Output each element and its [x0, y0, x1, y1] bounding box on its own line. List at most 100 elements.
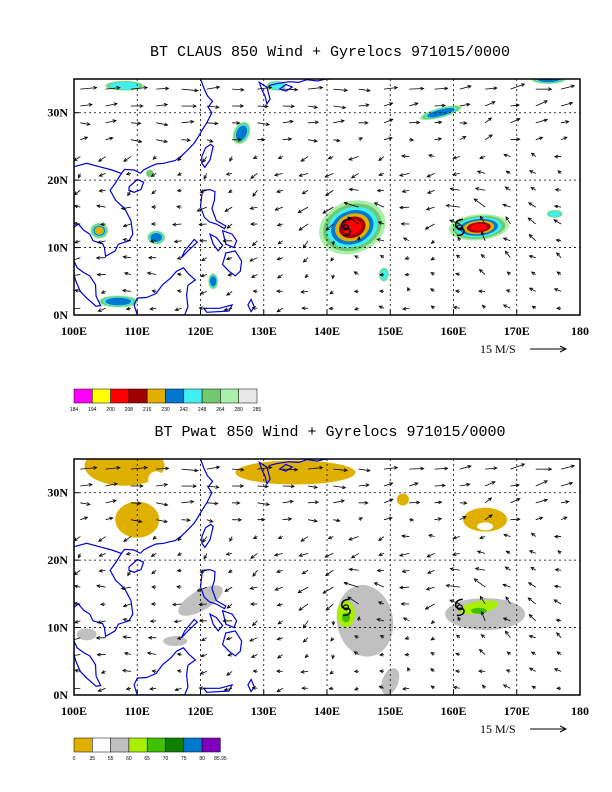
- wind-arrowhead: [201, 637, 206, 642]
- wind-arrowhead: [479, 595, 484, 600]
- wind-arrowhead: [298, 606, 303, 611]
- x-tick-label: 160E: [440, 704, 466, 718]
- coastline: [139, 166, 151, 174]
- wind-arrowhead: [199, 238, 204, 243]
- colorbar-label: 248: [198, 407, 207, 413]
- wind-arrowhead: [563, 516, 568, 521]
- wind-arrowhead: [176, 188, 182, 193]
- wind-arrowhead: [376, 618, 381, 622]
- wind-arrowhead: [226, 671, 231, 676]
- wind-vector: [434, 501, 442, 504]
- gyre-layer: [341, 598, 465, 617]
- wind-arrowhead: [113, 482, 118, 487]
- wind-vector: [74, 274, 81, 276]
- wind-arrowhead: [480, 230, 485, 236]
- wind-vector: [325, 603, 334, 611]
- wind-vector: [277, 637, 283, 640]
- wind-arrowhead: [531, 305, 536, 310]
- gyre-symbol: [454, 218, 465, 237]
- wind-arrowhead: [553, 584, 559, 589]
- wind-arrowhead: [331, 621, 336, 626]
- wind-arrowhead: [98, 538, 103, 542]
- wind-arrowhead: [251, 306, 256, 310]
- wind-vector: [535, 480, 548, 487]
- wind-arrowhead: [186, 518, 191, 522]
- wind-arrowhead: [409, 517, 415, 522]
- wind-vector: [130, 467, 148, 470]
- wind-vector: [344, 582, 359, 588]
- wind-arrowhead: [407, 286, 411, 292]
- wind-arrowhead: [176, 256, 182, 260]
- wind-arrowhead: [467, 465, 472, 469]
- wind-vector: [479, 649, 486, 655]
- wind-arrowhead: [530, 271, 536, 276]
- wind-arrowhead: [347, 216, 352, 221]
- wind-vector: [174, 620, 182, 623]
- wind-arrowhead: [467, 85, 472, 89]
- wind-arrowhead: [376, 238, 381, 242]
- wind-arrowhead: [401, 569, 406, 573]
- wind-arrowhead: [528, 667, 534, 672]
- wind-vector: [378, 221, 385, 225]
- wind-arrowhead: [478, 669, 483, 674]
- wind-vector: [484, 514, 493, 521]
- wind-vector: [121, 586, 131, 590]
- wind-arrowhead: [240, 467, 245, 472]
- wind-vector: [484, 134, 493, 141]
- wind-vector: [277, 257, 283, 260]
- wind-arrowhead: [528, 233, 533, 238]
- wind-vector: [399, 206, 410, 209]
- colorbar-swatch: [183, 388, 203, 404]
- wind-arrowhead: [252, 289, 257, 294]
- wind-arrowhead: [325, 226, 330, 231]
- wind-vector: [560, 121, 569, 124]
- wind-vector: [322, 206, 334, 214]
- x-tick-label: 150E: [377, 324, 403, 338]
- wind-arrowhead: [198, 222, 203, 227]
- wind-vector: [535, 100, 548, 107]
- wind-vector: [409, 468, 424, 470]
- wind-arrowhead: [474, 187, 480, 191]
- wind-arrowhead: [426, 553, 431, 558]
- wind-arrowhead: [86, 502, 91, 506]
- coastline: [247, 678, 255, 693]
- wind-arrowhead: [430, 620, 435, 624]
- pwat-region: [148, 471, 165, 488]
- wind-arrowhead: [249, 586, 254, 590]
- wind-arrowhead: [539, 516, 544, 521]
- wind-vector: [175, 687, 182, 691]
- wind-vector: [450, 568, 460, 571]
- wind-vector: [434, 467, 448, 470]
- wind-arrowhead: [481, 304, 486, 309]
- wind-vector: [358, 484, 369, 487]
- wind-arrowhead: [430, 668, 435, 672]
- wind-arrowhead: [290, 484, 296, 489]
- wind-arrowhead: [150, 222, 156, 226]
- wind-arrowhead: [556, 632, 561, 637]
- wind-arrowhead: [528, 170, 534, 174]
- wind-arrowhead: [121, 288, 127, 293]
- wind-arrowhead: [123, 651, 129, 656]
- wind-arrowhead: [313, 138, 318, 143]
- wind-arrowhead: [388, 516, 393, 521]
- wind-vector: [80, 122, 90, 125]
- wind-arrowhead: [504, 566, 509, 571]
- wind-vector: [74, 536, 81, 542]
- wind-arrowhead: [473, 198, 478, 203]
- wind-arrowhead: [225, 172, 230, 176]
- reference-vector-label: 15 M/S: [480, 342, 516, 356]
- wind-vector: [80, 516, 88, 521]
- wind-arrowhead: [294, 87, 299, 92]
- wind-arrowhead: [313, 518, 318, 523]
- wind-arrowhead: [457, 616, 462, 621]
- wind-vector: [150, 620, 157, 622]
- wind-vector: [206, 466, 220, 470]
- wind-vector: [449, 599, 460, 605]
- colorbar-swatch: [128, 388, 148, 404]
- wind-arrowhead: [203, 555, 208, 560]
- wind-vector: [535, 119, 548, 124]
- wind-vector: [307, 467, 323, 470]
- wind-arrowhead: [120, 206, 126, 211]
- wind-arrowhead: [463, 501, 468, 505]
- wind-vector: [554, 205, 562, 208]
